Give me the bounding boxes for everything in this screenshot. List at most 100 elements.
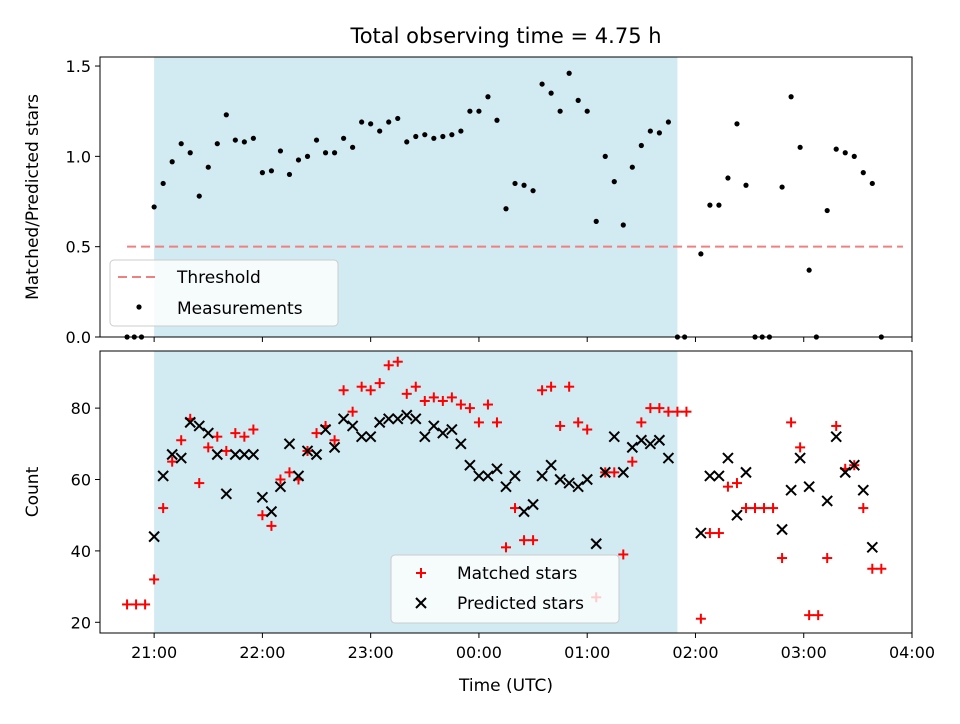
top-point — [788, 94, 794, 100]
bottom-matched-point — [230, 428, 241, 439]
bottom-matched-point — [722, 481, 733, 492]
bottom-predicted-point — [193, 420, 205, 432]
bottom-matched-point — [248, 424, 259, 435]
bottom-x-tick-label: 04:00 — [889, 643, 935, 662]
top-point — [404, 139, 410, 145]
bottom-predicted-point — [500, 480, 512, 493]
bottom-legend: Matched stars Predicted stars — [390, 554, 620, 624]
bottom-matched-point — [822, 553, 833, 564]
top-point — [313, 137, 320, 143]
top-point — [241, 139, 247, 145]
top-point — [806, 267, 812, 273]
bottom-predicted-point — [527, 498, 539, 511]
bottom-predicted-point — [785, 484, 797, 496]
bottom-predicted-point — [373, 416, 386, 429]
x-axis-label: Time (UTC) — [458, 676, 553, 696]
top-point — [286, 171, 293, 178]
top-point — [205, 164, 211, 170]
bottom-predicted-point — [410, 413, 422, 425]
top-point — [557, 108, 563, 114]
top-axes-frame — [99, 56, 913, 338]
bottom-predicted-point — [202, 427, 214, 439]
bottom-axes-frame — [99, 350, 913, 634]
bottom-predicted-point — [229, 448, 242, 461]
bottom-matched-point — [618, 549, 629, 560]
top-point — [485, 94, 491, 100]
bottom-matched-point — [374, 378, 385, 389]
top-point — [716, 202, 722, 208]
bottom-predicted-point — [545, 459, 557, 471]
bottom-matched-point — [519, 535, 530, 546]
bottom-matched-point — [176, 435, 187, 446]
top-point — [322, 150, 329, 156]
bottom-predicted-point — [292, 470, 305, 482]
bottom-matched-point — [627, 456, 638, 467]
bottom-matched-point — [284, 467, 295, 478]
bottom-matched-point — [786, 417, 797, 428]
bottom-matched-point — [410, 381, 421, 392]
bottom-predicted-point — [776, 523, 788, 536]
bottom-matched-point — [768, 503, 779, 514]
top-point — [620, 222, 626, 228]
bottom-predicted-point — [184, 416, 196, 429]
bottom-matched-point — [582, 424, 593, 435]
bottom-matched-point — [609, 467, 620, 478]
bottom-matched-point — [257, 510, 268, 521]
bottom-matched-point — [122, 599, 133, 610]
bottom-matched-point — [482, 399, 493, 410]
bottom-matched-point — [750, 503, 761, 514]
bottom-predicted-point — [419, 430, 431, 443]
top-point — [440, 133, 446, 140]
top-point — [151, 204, 157, 210]
bottom-x-tick-label: 01:00 — [564, 643, 610, 662]
top-point — [833, 146, 839, 152]
top-point — [259, 170, 265, 176]
bottom-predicted-point — [464, 459, 476, 471]
top-point — [250, 135, 256, 141]
bottom-predicted-point — [635, 434, 648, 446]
bottom-matched-point — [455, 399, 466, 410]
top-point — [584, 108, 590, 114]
top-point — [341, 135, 347, 141]
bottom-predicted-point — [446, 423, 458, 436]
top-point — [295, 157, 302, 163]
bottom-predicted-point — [238, 448, 251, 461]
bottom-matched-point — [876, 563, 887, 574]
bottom-predicted-point — [857, 484, 869, 496]
bottom-predicted-point — [803, 480, 815, 493]
bottom-predicted-point — [274, 480, 287, 493]
top-point — [521, 182, 527, 188]
bottom-predicted-point — [644, 438, 657, 450]
bottom-predicted-point — [704, 470, 716, 482]
bottom-matched-point — [645, 403, 656, 414]
bottom-predicted-point — [220, 488, 233, 500]
top-point — [665, 119, 672, 125]
legend-predicted-swatch-b — [415, 597, 427, 609]
bottom-matched-point — [329, 435, 340, 446]
top-point — [512, 180, 518, 187]
bottom-matched-point — [573, 417, 584, 428]
bottom-predicted-point — [731, 509, 743, 521]
bottom-matched-point — [365, 385, 376, 396]
top-point — [386, 119, 392, 125]
top-point — [851, 153, 857, 159]
top-point — [869, 180, 875, 187]
bottom-predicted-point — [509, 470, 521, 482]
bottom-matched-point — [795, 442, 806, 453]
bottom-predicted-point — [821, 495, 833, 507]
bottom-matched-point — [194, 478, 205, 489]
bottom-matched-point — [704, 528, 715, 539]
top-point — [350, 144, 356, 150]
bottom-predicted-point — [653, 434, 666, 446]
bottom-x-tick-label: 03:00 — [781, 643, 827, 662]
top-y-tick-label: 1.0 — [66, 147, 91, 166]
bottom-matched-point — [239, 431, 250, 442]
bottom-predicted-point — [392, 413, 404, 425]
bottom-matched-point — [528, 535, 539, 546]
bottom-predicted-point — [482, 470, 494, 482]
bottom-predicted-point — [590, 538, 602, 550]
bottom-predicted-point — [608, 430, 620, 443]
bottom-matched-point — [149, 574, 160, 585]
bottom-predicted-point — [455, 438, 467, 450]
bottom-predicted-point — [211, 448, 223, 461]
